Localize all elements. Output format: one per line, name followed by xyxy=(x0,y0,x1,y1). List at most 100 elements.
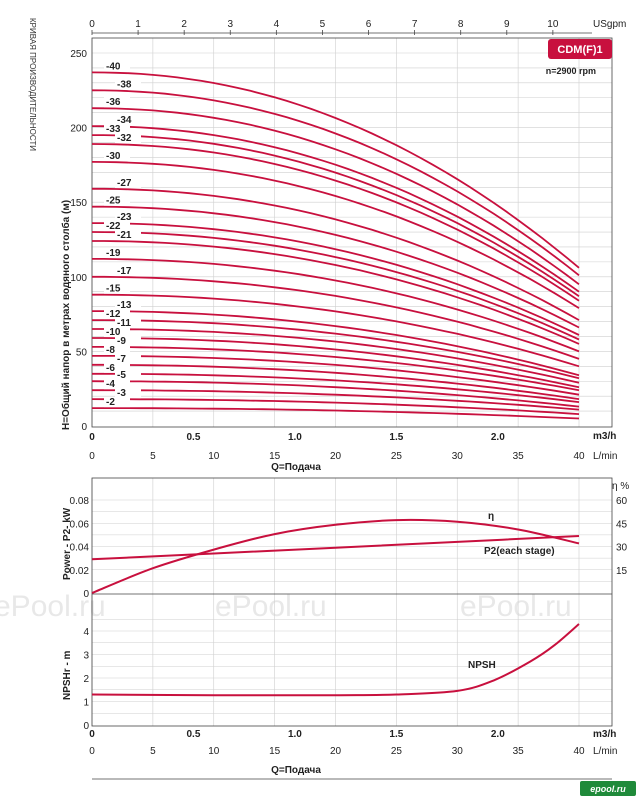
head-curve xyxy=(91,161,580,309)
stage-label: -7 xyxy=(117,354,126,365)
stage-label: -21 xyxy=(117,230,132,241)
curve-label-bg xyxy=(104,221,130,232)
tick-label: 1 xyxy=(135,19,141,30)
tick-label: 4 xyxy=(274,19,280,30)
stage-label: -12 xyxy=(106,309,121,320)
corner-logo: epool.ru xyxy=(580,781,636,796)
npsh-y-axis-label: NPSHr - m xyxy=(62,650,73,700)
curve-label-bg xyxy=(104,283,130,294)
curve-label-bg xyxy=(115,133,141,144)
curve-label-bg xyxy=(104,362,130,373)
head-lmin-unit: L/min xyxy=(593,451,617,462)
head-curve xyxy=(91,380,580,408)
curve-label-bg xyxy=(115,370,141,381)
head-y-axis: 0 50 100 150 200 250 xyxy=(70,49,87,433)
tick-label: 10 xyxy=(547,19,559,30)
efficiency-y-axis: 15 30 45 60 xyxy=(616,496,628,577)
head-curve xyxy=(91,125,580,293)
curve-label-bg xyxy=(115,335,141,346)
curve-label-bg xyxy=(115,177,141,188)
head-curve xyxy=(91,71,580,269)
stage-label: -36 xyxy=(106,97,121,108)
curve-label-bg xyxy=(104,309,130,320)
side-title: КРИВАЯ ПРОИЗВОДИТЕЛЬНОСТИ xyxy=(28,18,37,151)
npsh-curve xyxy=(91,623,580,697)
tick-label: 20 xyxy=(330,746,342,757)
tick-label: 5 xyxy=(320,19,326,30)
tick-label: 100 xyxy=(70,273,87,284)
tick-label: 0.04 xyxy=(70,543,90,554)
tick-label: 3 xyxy=(227,19,233,30)
tick-label: 15 xyxy=(269,451,281,462)
head-curves xyxy=(91,71,580,420)
curve-label-bg xyxy=(115,300,141,311)
tick-label: 15 xyxy=(616,566,628,577)
tick-label: 9 xyxy=(504,19,510,30)
head-curve xyxy=(92,346,580,392)
stage-label: -33 xyxy=(106,124,121,135)
curve-label-bg xyxy=(104,61,130,72)
head-curve xyxy=(92,337,580,389)
tick-label: 0 xyxy=(83,589,89,600)
npsh-y-axis: 0 1 2 3 4 xyxy=(83,627,89,732)
tick-label: 30 xyxy=(452,451,464,462)
head-curve xyxy=(92,363,580,400)
stage-label: -38 xyxy=(117,79,132,90)
tick-label: 1.0 xyxy=(288,729,302,740)
curve-label-bg xyxy=(115,212,141,223)
tick-label: 35 xyxy=(513,451,525,462)
curve-label-bg xyxy=(104,195,130,206)
stage-label: -32 xyxy=(117,133,132,144)
logo-text: epool.ru xyxy=(590,784,626,794)
tick-label: 3 xyxy=(83,651,89,662)
lower-m3h-unit: m3/h xyxy=(593,729,616,740)
curve-label-bg xyxy=(104,344,130,355)
stage-label: -40 xyxy=(106,61,121,72)
tick-label: 30 xyxy=(616,543,628,554)
tick-label: 1.5 xyxy=(389,432,403,443)
tick-label: 20 xyxy=(330,451,342,462)
eta-series-label: η xyxy=(488,511,494,522)
tick-label: 0 xyxy=(81,422,87,433)
tick-label: 50 xyxy=(76,347,88,358)
power-efficiency-curves xyxy=(91,518,580,594)
head-m3h-axis: 0 0.5 1.0 1.5 2.0 xyxy=(89,432,505,443)
tick-label: 150 xyxy=(70,198,87,209)
curve-label-bg xyxy=(104,397,130,408)
head-curve xyxy=(92,205,580,329)
head-curve xyxy=(91,143,580,302)
curve-label-bg xyxy=(115,79,141,90)
tick-label: 0.5 xyxy=(187,432,201,443)
head-curve xyxy=(92,319,580,380)
watermark-text: ePool.ru xyxy=(0,590,106,623)
tick-label: 4 xyxy=(83,627,89,638)
stage-label: -23 xyxy=(117,212,132,223)
curve-label-bg xyxy=(115,353,141,364)
head-curve xyxy=(92,293,580,368)
tick-label: 1 xyxy=(83,698,89,709)
tick-label: 10 xyxy=(208,746,220,757)
tick-label: 0 xyxy=(89,451,95,462)
tick-label: 0 xyxy=(89,729,95,740)
tick-label: 5 xyxy=(150,451,156,462)
stage-label: -30 xyxy=(106,151,121,162)
curve-label-bg xyxy=(104,247,130,258)
curve-label-bg xyxy=(104,326,130,337)
tick-label: 2.0 xyxy=(491,729,505,740)
efficiency-unit: η % xyxy=(612,481,629,492)
stage-label: -5 xyxy=(117,370,126,381)
watermark-layer: ePool.ru ePool.ru ePool.ru xyxy=(0,590,572,623)
curve-label-bg xyxy=(104,379,130,390)
head-curve xyxy=(91,107,580,286)
stage-label: -8 xyxy=(106,345,115,356)
tick-label: 0 xyxy=(89,746,95,757)
head-curve xyxy=(92,222,580,336)
tick-label: 1.0 xyxy=(288,432,302,443)
head-m3h-unit: m3/h xyxy=(593,431,616,442)
tick-label: 40 xyxy=(573,451,585,462)
head-curve xyxy=(92,355,580,396)
head-lmin-axis: 0 5 10 15 20 25 30 35 40 xyxy=(89,451,585,462)
tick-label: 250 xyxy=(70,49,87,60)
tick-label: 30 xyxy=(452,746,464,757)
lower-lmin-unit: L/min xyxy=(593,746,617,757)
